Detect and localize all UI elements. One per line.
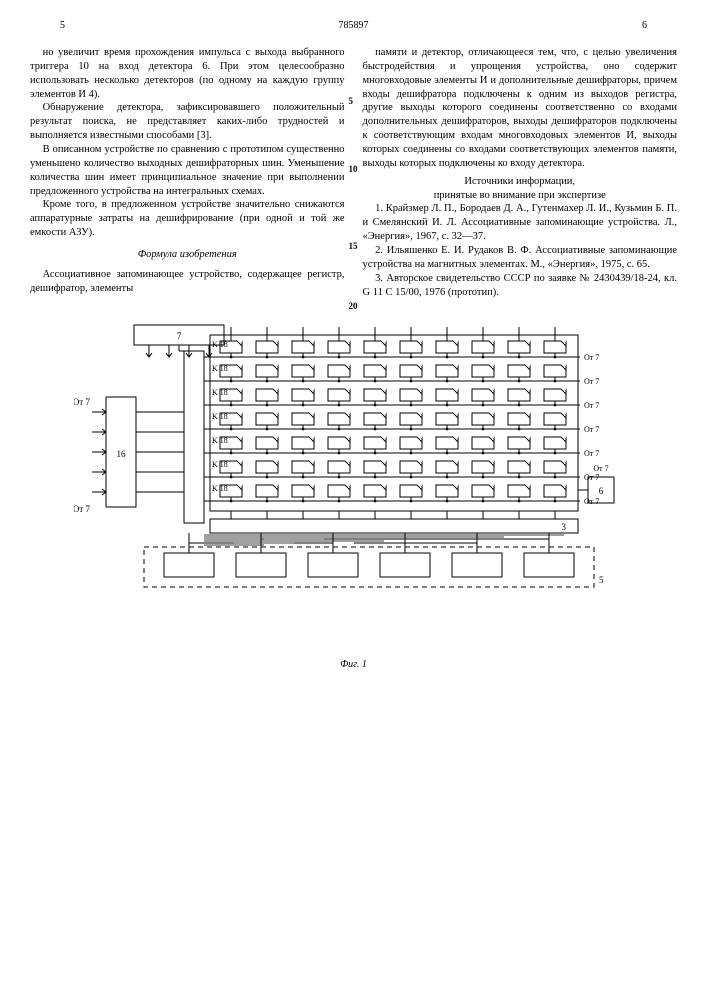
right-p4: 3. Авторское свидетельство СССР по заявк… <box>363 272 678 300</box>
left-p4: Кроме того, в предложенном устройстве зн… <box>30 198 345 240</box>
svg-text:От 7: От 7 <box>584 449 599 458</box>
svg-text:От 7: От 7 <box>74 504 90 514</box>
header-left-page: 5 <box>60 20 65 31</box>
right-column: 5 10 15 20 памяти и детектор, отличающее… <box>363 46 678 299</box>
svg-text:От 7: От 7 <box>584 425 599 434</box>
left-column: но увеличит время прохождения импульса с… <box>30 46 345 299</box>
text-columns: но увеличит время прохождения импульса с… <box>30 46 677 299</box>
svg-text:5: 5 <box>599 575 604 585</box>
svg-text:7: 7 <box>176 331 181 341</box>
svg-text:От 7: От 7 <box>74 397 90 407</box>
sources-title: Источники информации, принятые во вниман… <box>363 175 678 203</box>
svg-text:3: 3 <box>561 522 566 532</box>
left-p1: но увеличит время прохождения импульса с… <box>30 46 345 101</box>
right-p1: памяти и детектор, отличающееся тем, что… <box>363 46 678 171</box>
linemark-10: 10 <box>349 164 358 176</box>
svg-text:От 7: От 7 <box>584 497 599 506</box>
figure-1: 716От 7От 7K 18От 7K 18От 7K 18От 7K 18О… <box>30 317 677 670</box>
svg-text:6: 6 <box>598 486 603 496</box>
figure-caption: Фиг. 1 <box>30 659 677 670</box>
svg-text:От 7: От 7 <box>593 464 608 473</box>
header-right-page: 6 <box>642 20 647 31</box>
right-p3: 2. Ильяшенко Е. И. Рудаков В. Ф. Ассоциа… <box>363 244 678 272</box>
linemark-20: 20 <box>349 301 358 313</box>
left-p2: Обнаружение детектора, зафиксировавшего … <box>30 101 345 143</box>
svg-text:От 7: От 7 <box>584 401 599 410</box>
formula-title: Формула изобретения <box>30 248 345 262</box>
patent-number: 785897 <box>339 20 369 31</box>
left-p5: Ассоциативное запоминающее устройство, с… <box>30 268 345 296</box>
svg-text:От 7: От 7 <box>584 377 599 386</box>
linemark-15: 15 <box>349 241 358 253</box>
linemark-5: 5 <box>349 96 354 108</box>
svg-text:От 7: От 7 <box>584 353 599 362</box>
page-header: 5 785897 6 <box>30 20 677 34</box>
left-p3: В описанном устройстве по сравнению с пр… <box>30 143 345 198</box>
circuit-diagram: 716От 7От 7K 18От 7K 18От 7K 18От 7K 18О… <box>74 317 634 657</box>
svg-text:16: 16 <box>116 449 126 459</box>
right-p2: 1. Крайзмер Л. П., Бородаев Д. А., Гутен… <box>363 202 678 244</box>
